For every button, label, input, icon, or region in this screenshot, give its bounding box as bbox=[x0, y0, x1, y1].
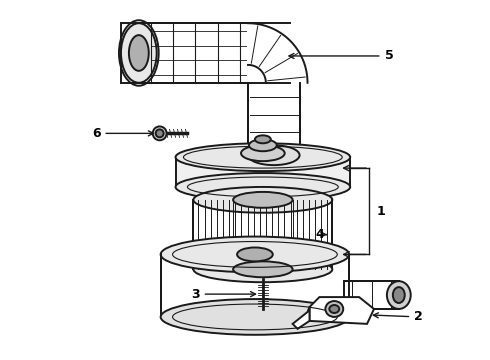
Text: 5: 5 bbox=[289, 49, 393, 63]
Ellipse shape bbox=[153, 126, 167, 140]
Ellipse shape bbox=[329, 305, 339, 313]
Ellipse shape bbox=[325, 301, 343, 317]
Ellipse shape bbox=[194, 187, 332, 213]
Ellipse shape bbox=[233, 192, 293, 208]
Bar bbox=[194, 200, 332, 269]
Ellipse shape bbox=[241, 145, 285, 161]
Polygon shape bbox=[310, 297, 374, 324]
Ellipse shape bbox=[249, 139, 277, 151]
Ellipse shape bbox=[237, 247, 273, 261]
Polygon shape bbox=[293, 307, 310, 329]
Bar bbox=[161, 255, 349, 317]
Ellipse shape bbox=[233, 261, 293, 277]
Ellipse shape bbox=[156, 129, 164, 137]
Ellipse shape bbox=[248, 145, 299, 165]
Ellipse shape bbox=[387, 281, 411, 309]
Text: 1: 1 bbox=[377, 205, 385, 218]
Bar bbox=[175, 157, 350, 187]
Text: 2: 2 bbox=[373, 310, 423, 323]
Text: 4: 4 bbox=[315, 228, 327, 241]
Bar bbox=[248, 71, 299, 155]
Ellipse shape bbox=[175, 173, 350, 201]
Ellipse shape bbox=[161, 237, 349, 272]
Ellipse shape bbox=[194, 256, 332, 282]
Ellipse shape bbox=[255, 135, 271, 143]
Ellipse shape bbox=[175, 143, 350, 171]
Ellipse shape bbox=[129, 35, 149, 71]
Ellipse shape bbox=[121, 23, 157, 83]
Text: 3: 3 bbox=[191, 288, 256, 301]
Bar bbox=[344, 281, 399, 309]
Bar bbox=[121, 23, 290, 83]
Ellipse shape bbox=[393, 287, 405, 303]
Text: 6: 6 bbox=[92, 127, 153, 140]
Ellipse shape bbox=[161, 299, 349, 335]
Bar bbox=[248, 23, 299, 83]
